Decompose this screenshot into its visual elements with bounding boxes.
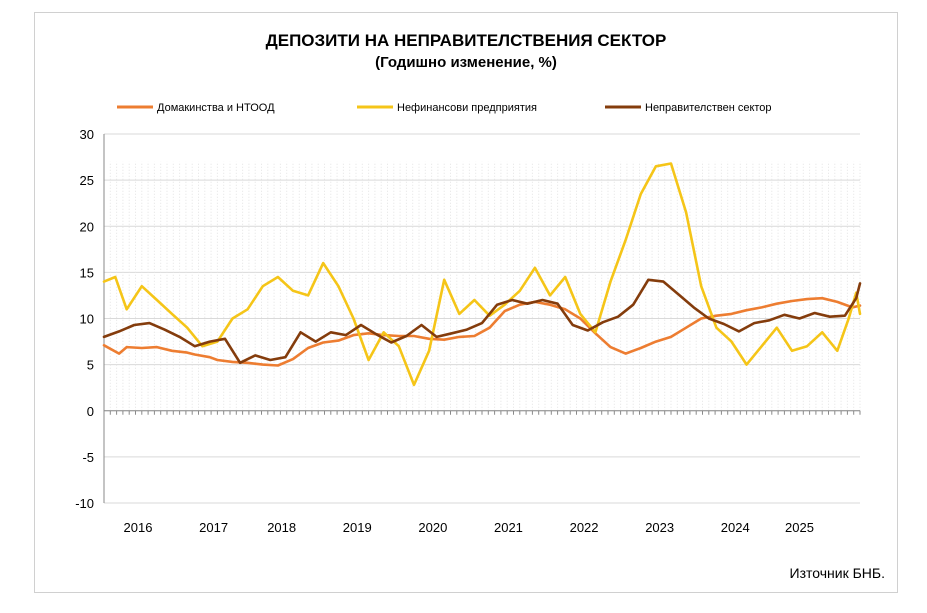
series-lines [102,162,862,387]
x-tick-label: 2021 [494,520,523,535]
x-tick-label: 2017 [199,520,228,535]
x-tick-label: 2019 [343,520,372,535]
x-tick-label: 2024 [721,520,750,535]
y-tick-labels: 30 25 20 15 10 5 0 -5 -10 [75,127,94,511]
chart-frame [34,12,898,593]
minor-grid-stripes [103,161,861,415]
y-tick-label: -5 [82,450,94,465]
y-tick-label: -10 [75,496,94,511]
chart-title: ДЕПОЗИТИ НА НЕПРАВИТЕЛСТВЕНИЯ СЕКТОР [266,31,667,50]
series-line-households [102,296,862,367]
y-tick-label: 0 [87,404,94,419]
legend-label-households: Домакинства и НТООД [157,102,275,114]
series-line-nongov [102,278,862,365]
chart-subtitle: (Годишно изменение, %) [375,54,557,71]
source-note: Източник БНБ. [790,565,885,581]
y-tick-label: 15 [80,265,94,280]
y-tick-label: 10 [80,312,94,327]
x-tick-label: 2025 [785,520,814,535]
x-tick-label: 2018 [267,520,296,535]
y-tick-label: 20 [80,219,94,234]
gridlines [104,133,860,504]
x-tick-label: 2020 [418,520,447,535]
x-tick-labels: 2016 2017 2018 2019 2020 2021 2022 2023 2024 2025 [124,520,814,535]
legend: Домакинства и НТООД Нефинансови предприя… [117,102,772,114]
legend-label-nonfinancial: Нефинансови предприятия [397,102,537,114]
y-tick-label: 25 [80,173,94,188]
x-tick-label: 2016 [124,520,153,535]
axes [103,134,860,503]
y-tick-label: 5 [87,358,94,373]
x-tick-label: 2023 [645,520,674,535]
legend-label-nongov: Неправителствен сектор [645,102,772,114]
series-line-nonfinancial [102,162,862,387]
y-tick-label: 30 [80,127,94,142]
x-tick-label: 2022 [570,520,599,535]
